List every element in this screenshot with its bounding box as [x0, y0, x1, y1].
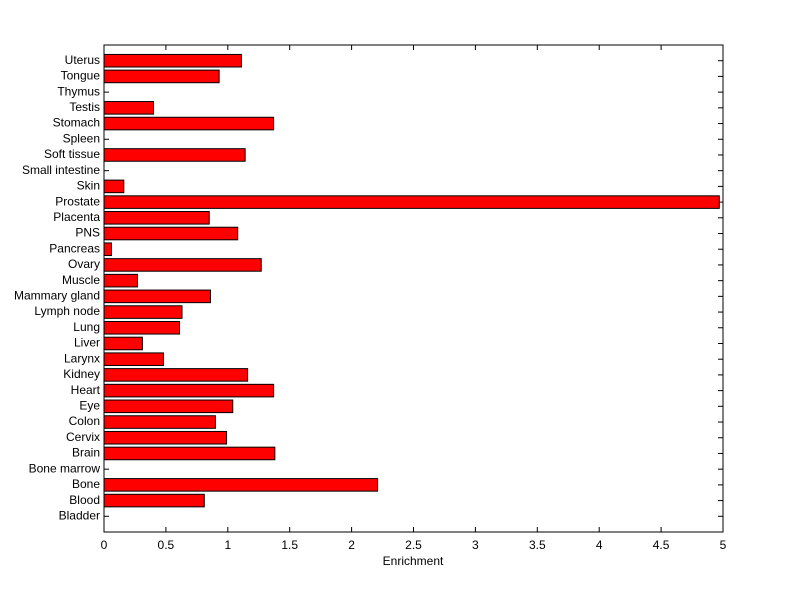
y-tick-label: Placenta: [53, 210, 100, 224]
y-tick-label: Thymus: [57, 84, 100, 98]
x-tick-label: 4: [596, 538, 603, 552]
bar: [103, 478, 379, 492]
x-tick-label: 1.5: [281, 538, 298, 552]
x-tick-label: 5: [720, 538, 727, 552]
y-tick-label: Stomach: [53, 116, 100, 130]
y-tick-label: Bone: [72, 477, 100, 491]
y-tick-label: Bladder: [59, 508, 100, 522]
y-tick-label: PNS: [75, 226, 100, 240]
y-tick-label: Brain: [72, 446, 100, 460]
y-tick-label: Uterus: [65, 53, 100, 67]
y-tick-label: Blood: [69, 493, 100, 507]
bar: [103, 383, 275, 398]
bar: [103, 242, 112, 257]
bar: [103, 101, 155, 115]
x-tick-label: 4.5: [653, 538, 670, 552]
y-tick-label: Mammary gland: [14, 289, 100, 303]
x-tick-label: 0.5: [158, 538, 175, 552]
y-tick-label: Spleen: [63, 131, 100, 145]
x-tick-label: 0: [101, 538, 108, 552]
bar: [103, 368, 249, 382]
bar: [103, 399, 234, 414]
x-axis-label: Enrichment: [383, 554, 444, 568]
y-tick-label: Ovary: [68, 257, 100, 271]
bar: [103, 69, 220, 84]
bar: [103, 305, 183, 319]
x-tick-label: 1: [224, 538, 231, 552]
x-tick-label: 3: [472, 538, 479, 552]
y-tick-label: Muscle: [62, 273, 100, 287]
bar: [103, 258, 262, 272]
x-tick-label: 2.5: [405, 538, 422, 552]
y-tick-label: Cervix: [66, 430, 100, 444]
y-tick-label: Eye: [79, 398, 100, 412]
y-tick-label: Tongue: [61, 69, 101, 83]
bar: [103, 148, 246, 162]
y-tick-label: Lung: [73, 320, 100, 334]
x-tick-label: 2: [348, 538, 355, 552]
y-tick-label: Heart: [71, 383, 101, 397]
bar: [103, 211, 210, 225]
bar: [103, 289, 211, 304]
y-tick-label: Small intestine: [22, 163, 100, 177]
bar: [103, 179, 125, 194]
y-tick-label: Bone marrow: [29, 461, 101, 475]
y-tick-label: Soft tissue: [44, 147, 100, 161]
bar: [103, 320, 181, 335]
y-tick-label: Colon: [69, 414, 100, 428]
bar: [103, 430, 228, 445]
bar: [103, 493, 205, 508]
bar: [103, 273, 138, 288]
bar: [103, 352, 164, 366]
y-tick-label: Testis: [69, 100, 100, 114]
bar: [103, 226, 239, 241]
bar: [103, 415, 216, 429]
bar: [103, 53, 242, 68]
bar: [103, 195, 720, 209]
y-tick-label: Skin: [77, 179, 100, 193]
y-tick-label: Pancreas: [49, 241, 100, 255]
x-tick-label: 3.5: [529, 538, 546, 552]
bar: [103, 336, 143, 351]
y-tick-label: Larynx: [64, 351, 100, 365]
bar: [103, 446, 276, 461]
y-tick-label: Lymph node: [34, 304, 100, 318]
y-tick-label: Prostate: [55, 194, 100, 208]
y-tick-label: Liver: [74, 336, 100, 350]
y-tick-label: Kidney: [63, 367, 100, 381]
bar: [103, 116, 275, 131]
